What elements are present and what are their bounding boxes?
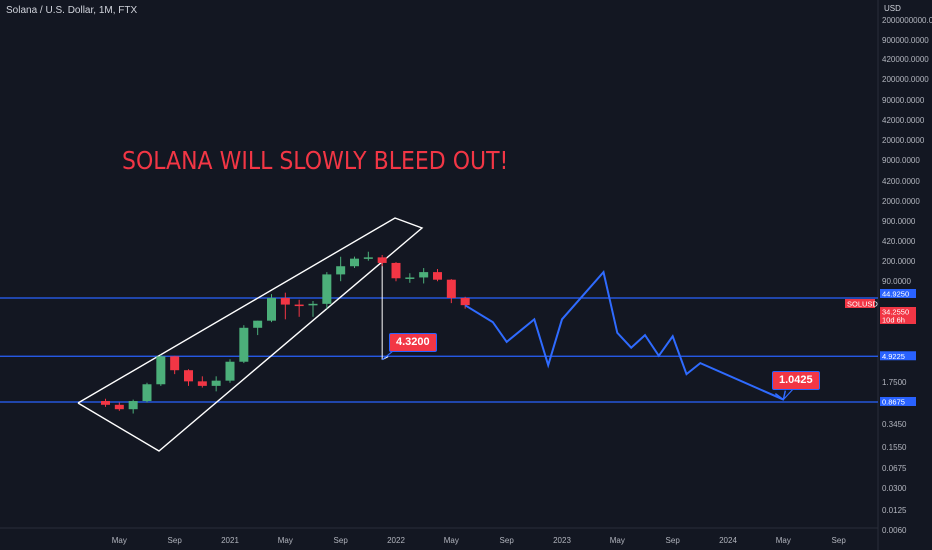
x-tick-label: 2023	[553, 536, 571, 545]
projection-path	[464, 269, 784, 401]
y-tick-label: 0.1550	[882, 443, 907, 452]
y-tick-label: 9000.0000	[882, 156, 920, 165]
candle-body	[239, 327, 249, 362]
y-tick-label: 0.0675	[882, 464, 907, 473]
candle-body	[184, 370, 193, 382]
y-tick-label: 200.0000	[882, 257, 916, 266]
y-tick-label: 90.0000	[882, 277, 911, 286]
y-tick-label: 200000.0000	[882, 75, 929, 84]
y-tick-label: 20000.0000	[882, 136, 925, 145]
price-axis-label: 4.9225	[882, 352, 905, 361]
candle-body	[405, 277, 415, 279]
price-label-bg	[880, 289, 916, 298]
y-tick-label: 900000.0000	[882, 36, 929, 45]
y-tick-label: 4200.0000	[882, 177, 920, 186]
candle-body	[350, 258, 359, 267]
symbol-title: Solana / U.S. Dollar, 1M, FTX	[6, 5, 138, 16]
y-tick-label: 0.0300	[882, 484, 907, 493]
candle-body	[294, 304, 304, 307]
y-tick-label: 1.7500	[882, 378, 907, 387]
candle-body	[446, 279, 456, 298]
x-tick-label: May	[610, 536, 625, 545]
y-tick-label: 0.0125	[882, 506, 907, 515]
y-tick-label: 90000.0000	[882, 96, 925, 105]
price-axis-label: 44.9250	[882, 290, 909, 299]
callout-target-value: 1.0425	[772, 371, 820, 390]
candle-body	[377, 257, 387, 263]
x-tick-label: 2024	[719, 536, 737, 545]
x-tick-label: 2021	[221, 536, 239, 545]
x-tick-label: 2022	[387, 536, 405, 545]
candle-body	[253, 320, 263, 328]
x-tick-label: Sep	[832, 536, 847, 545]
y-tick-label: 420.0000	[882, 237, 916, 246]
candle-body	[363, 257, 373, 259]
candle-body	[170, 356, 180, 371]
candle-body	[308, 303, 318, 306]
candle-body	[142, 384, 152, 402]
x-tick-label: May	[776, 536, 791, 545]
candle-body	[336, 266, 346, 275]
y-tick-label: 0.0060	[882, 526, 907, 535]
price-axis-label: 10d 6h	[882, 316, 905, 325]
y-tick-label: 420000.0000	[882, 55, 929, 64]
candle-body	[211, 380, 221, 386]
candle-body	[101, 401, 110, 405]
price-label-bg	[880, 397, 916, 406]
x-tick-label: May	[112, 536, 127, 545]
candle-body	[460, 297, 470, 306]
candle-body	[419, 272, 429, 278]
callout-drop-value: 4.3200	[389, 333, 437, 352]
x-tick-label: Sep	[666, 536, 681, 545]
price-label-bg	[880, 351, 916, 361]
headline-annotation: SOLANA WILL SLOWLY BLEED OUT!	[122, 146, 509, 175]
wedge-pattern	[77, 217, 424, 452]
candle-body	[267, 297, 276, 321]
y-tick-label: 900.0000	[882, 217, 916, 226]
y-tick-label: 2000.0000	[882, 197, 920, 206]
y-tick-label: 0.3450	[882, 420, 907, 429]
y-tick-label: 42000.0000	[882, 116, 925, 125]
price-axis-label: 0.8675	[882, 398, 905, 407]
x-tick-label: Sep	[168, 536, 183, 545]
candle-body	[322, 274, 332, 304]
y-tick-label: 2000000000.0000	[882, 16, 932, 25]
price-label-bg	[880, 307, 916, 316]
x-tick-label: Sep	[500, 536, 515, 545]
price-label-bg	[880, 315, 916, 324]
candle-body	[128, 401, 138, 410]
price-label-bg	[845, 299, 875, 308]
x-tick-label: Sep	[334, 536, 349, 545]
price-axis-label: 34.2550	[882, 308, 909, 317]
candle-body	[114, 404, 124, 410]
candle-body	[433, 272, 442, 280]
candle-body	[280, 297, 290, 305]
candle-body	[391, 262, 401, 279]
x-tick-label: May	[278, 536, 293, 545]
x-tick-label: May	[444, 536, 459, 545]
currency-label: USD	[884, 4, 901, 13]
candle-body	[225, 361, 235, 381]
candle-body	[156, 356, 166, 385]
price-axis-label: SOLUSD	[847, 300, 878, 309]
drop-callout-pointer	[381, 351, 393, 361]
candle-body	[197, 381, 207, 386]
